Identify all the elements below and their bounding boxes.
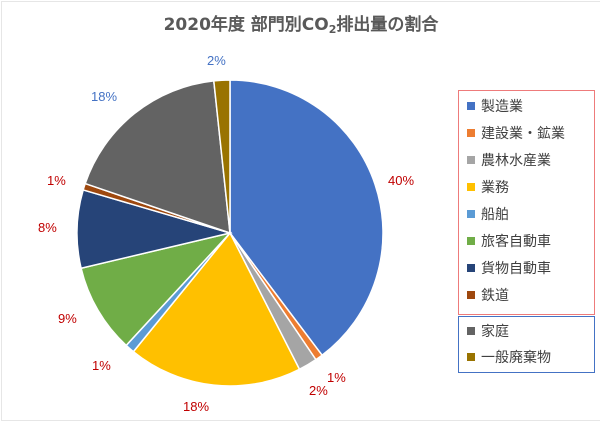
data-label: 18% xyxy=(183,399,210,414)
chart-title-prefix: 2020年度 部門別CO xyxy=(163,15,329,35)
legend-label: 一般廃棄物 xyxy=(481,350,551,366)
legend-item-railway: 鉄道 xyxy=(467,285,509,305)
data-label: 18% xyxy=(91,89,118,104)
legend-label: 業務 xyxy=(481,180,509,196)
pie-slices xyxy=(76,79,384,387)
pie-slice xyxy=(84,80,231,235)
data-label: 2% xyxy=(309,383,328,398)
pie-slice xyxy=(132,231,301,387)
legend-label: 建設業・鉱業 xyxy=(481,126,565,142)
data-label: 1% xyxy=(92,358,111,373)
legend-item-manufacturing: 製造業 xyxy=(467,96,523,116)
chart-title-suffix: 排出量の割合 xyxy=(336,15,439,35)
chart-title: 2020年度 部門別CO2排出量の割合 xyxy=(0,10,602,36)
legend-item-shipping: 船舶 xyxy=(467,204,509,224)
legend-label: 貨物自動車 xyxy=(481,261,551,277)
legend-swatch xyxy=(467,183,475,191)
legend-item-construction-mining: 建設業・鉱業 xyxy=(467,123,565,143)
data-label: 1% xyxy=(47,173,66,188)
legend-swatch xyxy=(467,156,475,164)
data-label: 9% xyxy=(58,311,77,326)
legend-item-agriculture: 農林水産業 xyxy=(467,150,551,170)
pie-slice xyxy=(212,79,231,234)
legend-label: 船舶 xyxy=(481,207,509,223)
legend-label: 家庭 xyxy=(481,324,509,340)
legend-item-general-waste: 一般廃棄物 xyxy=(467,347,551,367)
chart-title-subscript: 2 xyxy=(328,23,337,36)
legend-label: 製造業 xyxy=(481,99,523,115)
pie-slice xyxy=(80,231,233,347)
legend-item-household: 家庭 xyxy=(467,321,509,341)
legend-label: 農林水産業 xyxy=(481,153,551,169)
pie-slice xyxy=(229,79,384,357)
data-label: 8% xyxy=(38,220,57,235)
data-label: 40% xyxy=(388,173,415,188)
legend-item-passenger-vehicles: 旅客自動車 xyxy=(467,231,551,251)
legend-swatch xyxy=(467,237,475,245)
legend-swatch xyxy=(467,264,475,272)
legend-swatch xyxy=(467,210,475,218)
legend-group-industry: 製造業 建設業・鉱業 農林水産業 業務 船舶 旅客自動車 貨物自動車 鉄道 xyxy=(458,90,595,315)
legend-item-freight-vehicles: 貨物自動車 xyxy=(467,258,551,278)
legend-swatch xyxy=(467,327,475,335)
legend-label: 旅客自動車 xyxy=(481,234,551,250)
legend-item-commercial: 業務 xyxy=(467,177,509,197)
data-label: 1% xyxy=(327,370,346,385)
legend-label: 鉄道 xyxy=(481,288,509,304)
legend-swatch xyxy=(467,291,475,299)
legend-swatch xyxy=(467,129,475,137)
data-label: 2% xyxy=(207,53,226,68)
legend-group-household: 家庭 一般廃棄物 xyxy=(458,316,595,373)
legend-swatch xyxy=(467,102,475,110)
legend-swatch xyxy=(467,353,475,361)
